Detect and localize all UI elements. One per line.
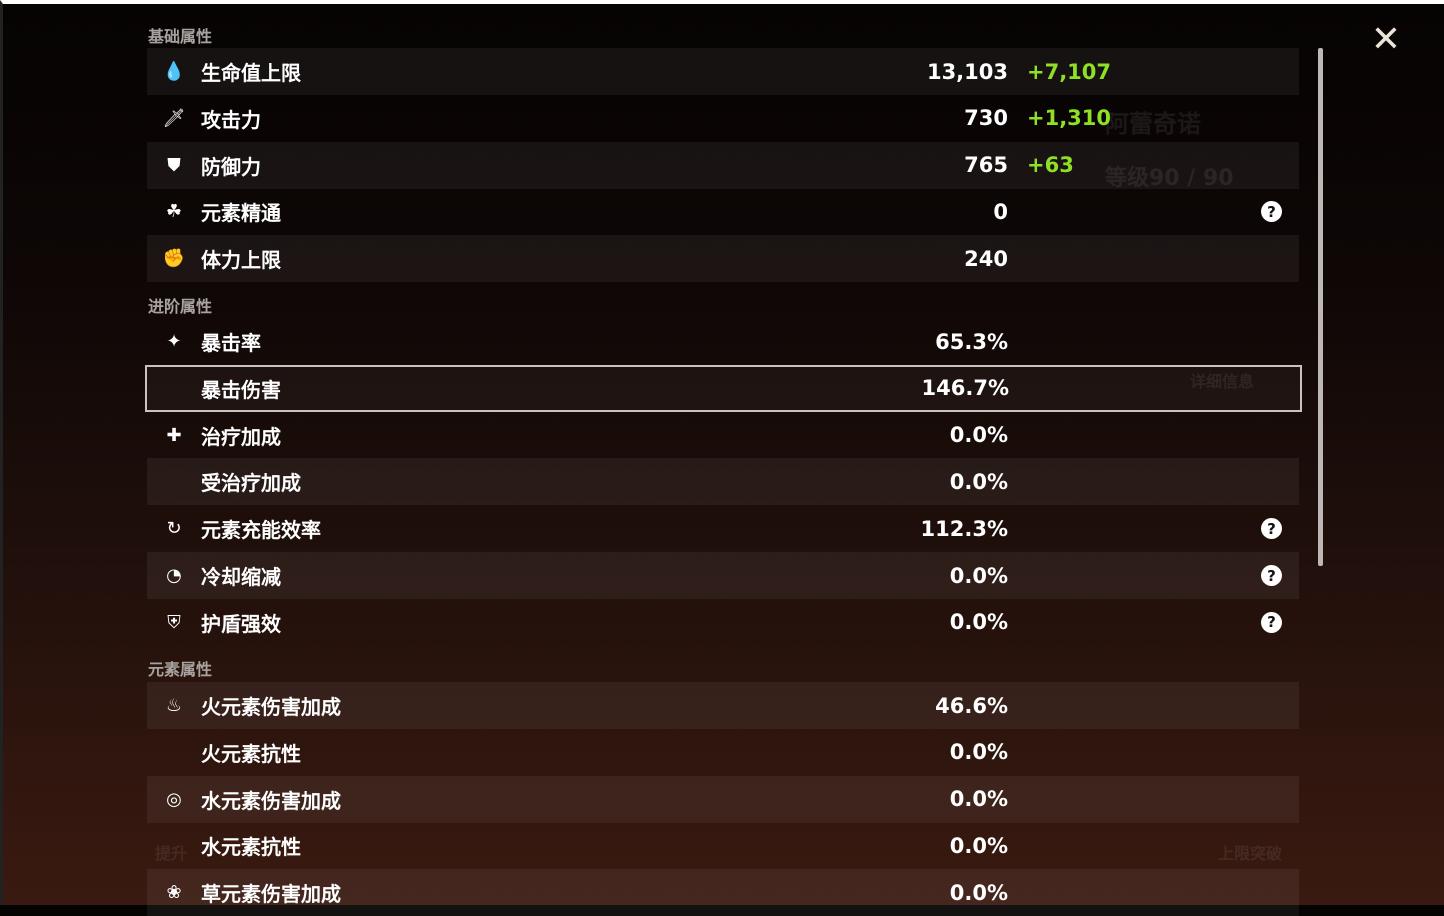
bg-ascend-button: 上限突破 <box>1218 844 1283 863</box>
stat-row[interactable]: ↻ 元素充能效率 112.3%? <box>147 505 1299 552</box>
stat-bonus: +1,310 <box>1027 106 1112 131</box>
stat-label: 治疗加成 <box>201 424 281 449</box>
pyro-icon: ♨ <box>165 695 183 716</box>
stat-value: 65.3% <box>935 329 1008 354</box>
stat-label: 水元素伤害加成 <box>201 788 341 813</box>
stat-value: 240 <box>964 246 1008 271</box>
stat-row[interactable]: 💧 生命值上限 13,103 +7,107 <box>147 48 1299 95</box>
sword-icon: 🗡 <box>162 107 186 129</box>
bg-character-name: 阿蕾奇诺 <box>1105 110 1201 138</box>
stat-row[interactable]: ◎ 水元素伤害加成 0.0% <box>147 775 1299 823</box>
stat-row[interactable]: 火元素抗性 0.0% <box>147 729 1299 776</box>
stat-row[interactable]: 水元素抗性 0.0% <box>147 822 1299 869</box>
stat-label: 草元素伤害加成 <box>201 882 341 907</box>
stat-label: 防御力 <box>201 154 261 179</box>
stat-row[interactable]: ⛨ 护盾强效 0.0%? <box>147 599 1299 646</box>
hydro-icon: ◎ <box>166 788 182 810</box>
close-button[interactable]: ✕ <box>1366 20 1406 60</box>
stat-value: 13,103 <box>926 59 1008 84</box>
elemental-mastery-icon: ☘ <box>165 201 183 223</box>
section-header-base: 基础属性 <box>148 27 213 46</box>
stat-value: 0.0% <box>949 880 1008 905</box>
stat-label: 暴击率 <box>201 331 261 355</box>
help-icon[interactable]: ? <box>1261 201 1282 223</box>
stat-value: 0 <box>993 199 1008 224</box>
stat-row[interactable]: ♨ 火元素伤害加成 46.6% <box>147 682 1299 729</box>
stat-row[interactable]: ✚ 治疗加成 0.0% <box>147 412 1299 459</box>
stat-value: 765 <box>964 153 1008 178</box>
hp-drop-icon: 💧 <box>162 61 186 82</box>
stat-value: 46.6% <box>935 693 1008 718</box>
stamina-icon: ✊ <box>162 248 186 270</box>
stat-value: 0.0% <box>949 563 1008 588</box>
stat-label: 暴击伤害 <box>201 377 281 402</box>
stat-row[interactable]: 受治疗加成 0.0% <box>147 458 1299 506</box>
stat-label: 元素充能效率 <box>201 518 321 543</box>
stat-label: 生命值上限 <box>201 61 301 85</box>
stat-row[interactable]: ❀ 草元素伤害加成 0.0% <box>147 869 1299 916</box>
stat-row[interactable]: ☘ 元素精通 0? <box>147 188 1299 235</box>
section-header-advanced: 进阶属性 <box>148 297 213 316</box>
healing-cross-icon: ✚ <box>166 424 182 446</box>
stat-value: 0.0% <box>949 423 1008 448</box>
stat-row[interactable]: ✦ 暴击率 65.3% <box>147 318 1299 365</box>
stat-label: 护盾强效 <box>201 611 281 636</box>
stat-label: 受治疗加成 <box>201 471 301 496</box>
stat-row[interactable]: ✊ 体力上限 240 <box>147 235 1299 283</box>
stat-value: 146.7% <box>921 376 1009 401</box>
stat-bonus: +7,107 <box>1027 59 1112 84</box>
stat-row[interactable]: ◔ 冷却缩减 0.0%? <box>147 552 1299 599</box>
bg-level: 等级90 / 90 <box>1105 166 1234 191</box>
stat-value: 0.0% <box>949 787 1008 812</box>
stat-label: 火元素伤害加成 <box>201 695 341 719</box>
bg-details-button: 详细信息 <box>1190 372 1255 391</box>
shield-strength-icon: ⛨ <box>167 611 181 633</box>
stat-row[interactable]: 暴击伤害 146.7% <box>145 364 1302 412</box>
help-icon[interactable]: ? <box>1261 565 1282 586</box>
stat-bonus: +63 <box>1027 153 1074 178</box>
dendro-icon: ❀ <box>166 882 182 904</box>
section-header-elemental: 元素属性 <box>148 660 213 679</box>
stat-row[interactable]: ⛊ 防御力 765 +63 <box>147 141 1299 189</box>
stat-label: 冷却缩减 <box>201 565 281 589</box>
crit-rate-icon: ✦ <box>166 331 182 352</box>
stat-value: 0.0% <box>949 610 1008 635</box>
help-icon[interactable]: ? <box>1261 518 1282 540</box>
scrollbar[interactable] <box>1318 48 1323 566</box>
shield-icon: ⛊ <box>167 154 181 176</box>
stat-value: 0.0% <box>949 833 1008 858</box>
stat-value: 0.0% <box>949 740 1008 765</box>
stat-label: 体力上限 <box>201 248 281 273</box>
close-icon: ✕ <box>1370 19 1402 60</box>
stat-label: 火元素抗性 <box>201 741 301 766</box>
bg-upgrade-button: 提升 <box>155 844 188 863</box>
stat-value: 112.3% <box>920 516 1008 541</box>
cooldown-icon: ◔ <box>166 565 182 586</box>
help-icon[interactable]: ? <box>1261 611 1282 633</box>
stat-label: 元素精通 <box>201 201 281 226</box>
stat-row[interactable]: 🗡 攻击力 730 +1,310 <box>147 95 1299 142</box>
stat-label: 攻击力 <box>201 107 261 132</box>
stat-value: 730 <box>964 106 1008 131</box>
energy-recharge-icon: ↻ <box>166 518 182 540</box>
stat-label: 水元素抗性 <box>201 835 301 860</box>
stat-value: 0.0% <box>949 469 1008 494</box>
